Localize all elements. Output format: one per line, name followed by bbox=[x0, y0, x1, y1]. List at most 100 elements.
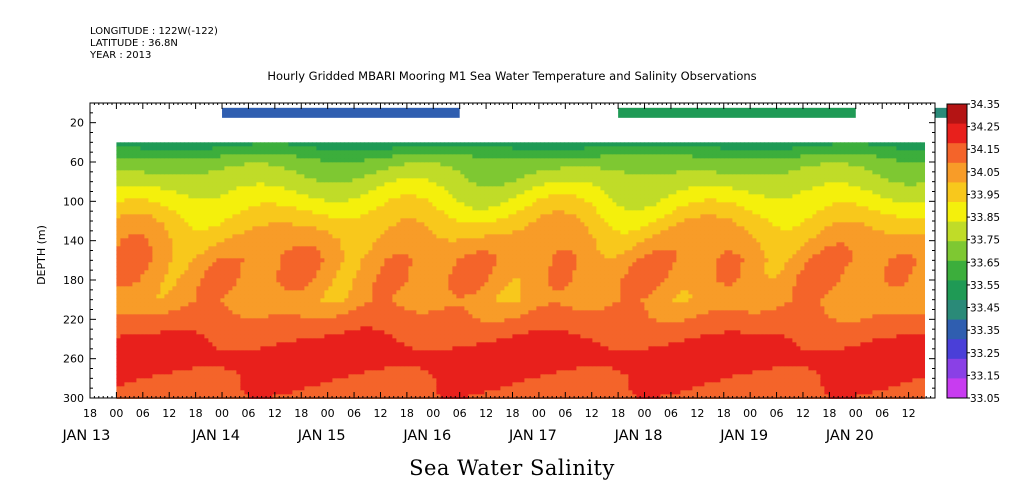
field-cell bbox=[416, 286, 422, 291]
field-cell bbox=[212, 250, 218, 255]
field-cell bbox=[352, 194, 358, 199]
field-cell bbox=[316, 366, 322, 371]
field-cell bbox=[328, 386, 334, 391]
field-cell bbox=[300, 298, 306, 303]
field-cell bbox=[336, 206, 342, 211]
field-cell bbox=[412, 278, 418, 283]
field-cell bbox=[212, 274, 218, 279]
field-cell bbox=[224, 210, 230, 215]
field-cell bbox=[148, 174, 154, 179]
field-cell bbox=[356, 222, 362, 227]
field-cell bbox=[388, 362, 394, 367]
field-cell bbox=[164, 374, 170, 379]
field-cell bbox=[416, 222, 422, 227]
field-cell bbox=[360, 290, 366, 295]
field-cell bbox=[300, 306, 306, 311]
field-cell bbox=[156, 250, 162, 255]
field-cell bbox=[268, 214, 274, 219]
field-cell bbox=[252, 198, 258, 203]
field-cell bbox=[308, 142, 314, 147]
field-cell bbox=[364, 326, 370, 331]
field-cell bbox=[156, 314, 162, 319]
field-cell bbox=[384, 302, 390, 307]
field-cell bbox=[388, 250, 394, 255]
field-cell bbox=[212, 342, 218, 347]
field-cell bbox=[416, 234, 422, 239]
field-cell bbox=[124, 274, 130, 279]
field-cell bbox=[400, 250, 406, 255]
field-cell bbox=[400, 378, 406, 383]
field-cell bbox=[244, 262, 250, 267]
field-cell bbox=[376, 150, 382, 155]
field-cell bbox=[260, 234, 266, 239]
field-cell bbox=[188, 198, 194, 203]
field-cell bbox=[380, 150, 386, 155]
field-cell bbox=[380, 198, 386, 203]
field-cell bbox=[296, 338, 302, 343]
field-cell bbox=[120, 202, 126, 207]
field-cell bbox=[172, 294, 178, 299]
field-cell bbox=[424, 230, 430, 235]
field-cell bbox=[212, 234, 218, 239]
field-cell bbox=[320, 350, 326, 355]
field-cell bbox=[168, 146, 174, 151]
field-cell bbox=[248, 254, 254, 259]
field-cell bbox=[236, 286, 242, 291]
field-cell bbox=[192, 154, 198, 159]
field-cell bbox=[240, 322, 246, 327]
field-cell bbox=[220, 142, 226, 147]
field-cell bbox=[212, 154, 218, 159]
field-cell bbox=[180, 190, 186, 195]
field-cell bbox=[220, 242, 226, 247]
field-cell bbox=[244, 166, 250, 171]
field-cell bbox=[372, 170, 378, 175]
field-cell bbox=[376, 202, 382, 207]
field-cell bbox=[396, 202, 402, 207]
field-cell bbox=[308, 270, 314, 275]
field-cell bbox=[380, 346, 386, 351]
field-cell bbox=[240, 250, 246, 255]
field-cell bbox=[320, 282, 326, 287]
field-cell bbox=[228, 362, 234, 367]
field-cell bbox=[304, 178, 310, 183]
field-cell bbox=[176, 318, 182, 323]
field-cell bbox=[212, 210, 218, 215]
field-cell bbox=[248, 306, 254, 311]
field-cell bbox=[328, 178, 334, 183]
field-cell bbox=[416, 382, 422, 387]
field-cell bbox=[252, 146, 258, 151]
field-cell bbox=[388, 350, 394, 355]
field-cell bbox=[252, 226, 258, 231]
field-cell bbox=[344, 346, 350, 351]
field-cell bbox=[200, 326, 206, 331]
field-cell bbox=[368, 258, 374, 263]
field-cell bbox=[124, 330, 130, 335]
field-cell bbox=[340, 150, 346, 155]
field-cell bbox=[420, 246, 426, 251]
field-cell bbox=[304, 298, 310, 303]
field-cell bbox=[120, 346, 126, 351]
field-cell bbox=[380, 322, 386, 327]
field-cell bbox=[328, 358, 334, 363]
field-cell bbox=[292, 278, 298, 283]
field-cell bbox=[244, 274, 250, 279]
field-cell bbox=[392, 178, 398, 183]
field-cell bbox=[308, 254, 314, 259]
field-cell bbox=[116, 346, 122, 351]
field-cell bbox=[184, 278, 190, 283]
field-cell bbox=[316, 322, 322, 327]
field-cell bbox=[148, 294, 154, 299]
field-cell bbox=[260, 230, 266, 235]
field-cell bbox=[144, 274, 150, 279]
field-cell bbox=[424, 302, 430, 307]
field-cell bbox=[320, 158, 326, 163]
field-cell bbox=[244, 182, 250, 187]
field-cell bbox=[192, 258, 198, 263]
field-cell bbox=[316, 242, 322, 247]
field-cell bbox=[164, 370, 170, 375]
field-cell bbox=[404, 174, 410, 179]
field-cell bbox=[304, 342, 310, 347]
field-cell bbox=[348, 386, 354, 391]
field-cell bbox=[260, 298, 266, 303]
field-cell bbox=[192, 170, 198, 175]
